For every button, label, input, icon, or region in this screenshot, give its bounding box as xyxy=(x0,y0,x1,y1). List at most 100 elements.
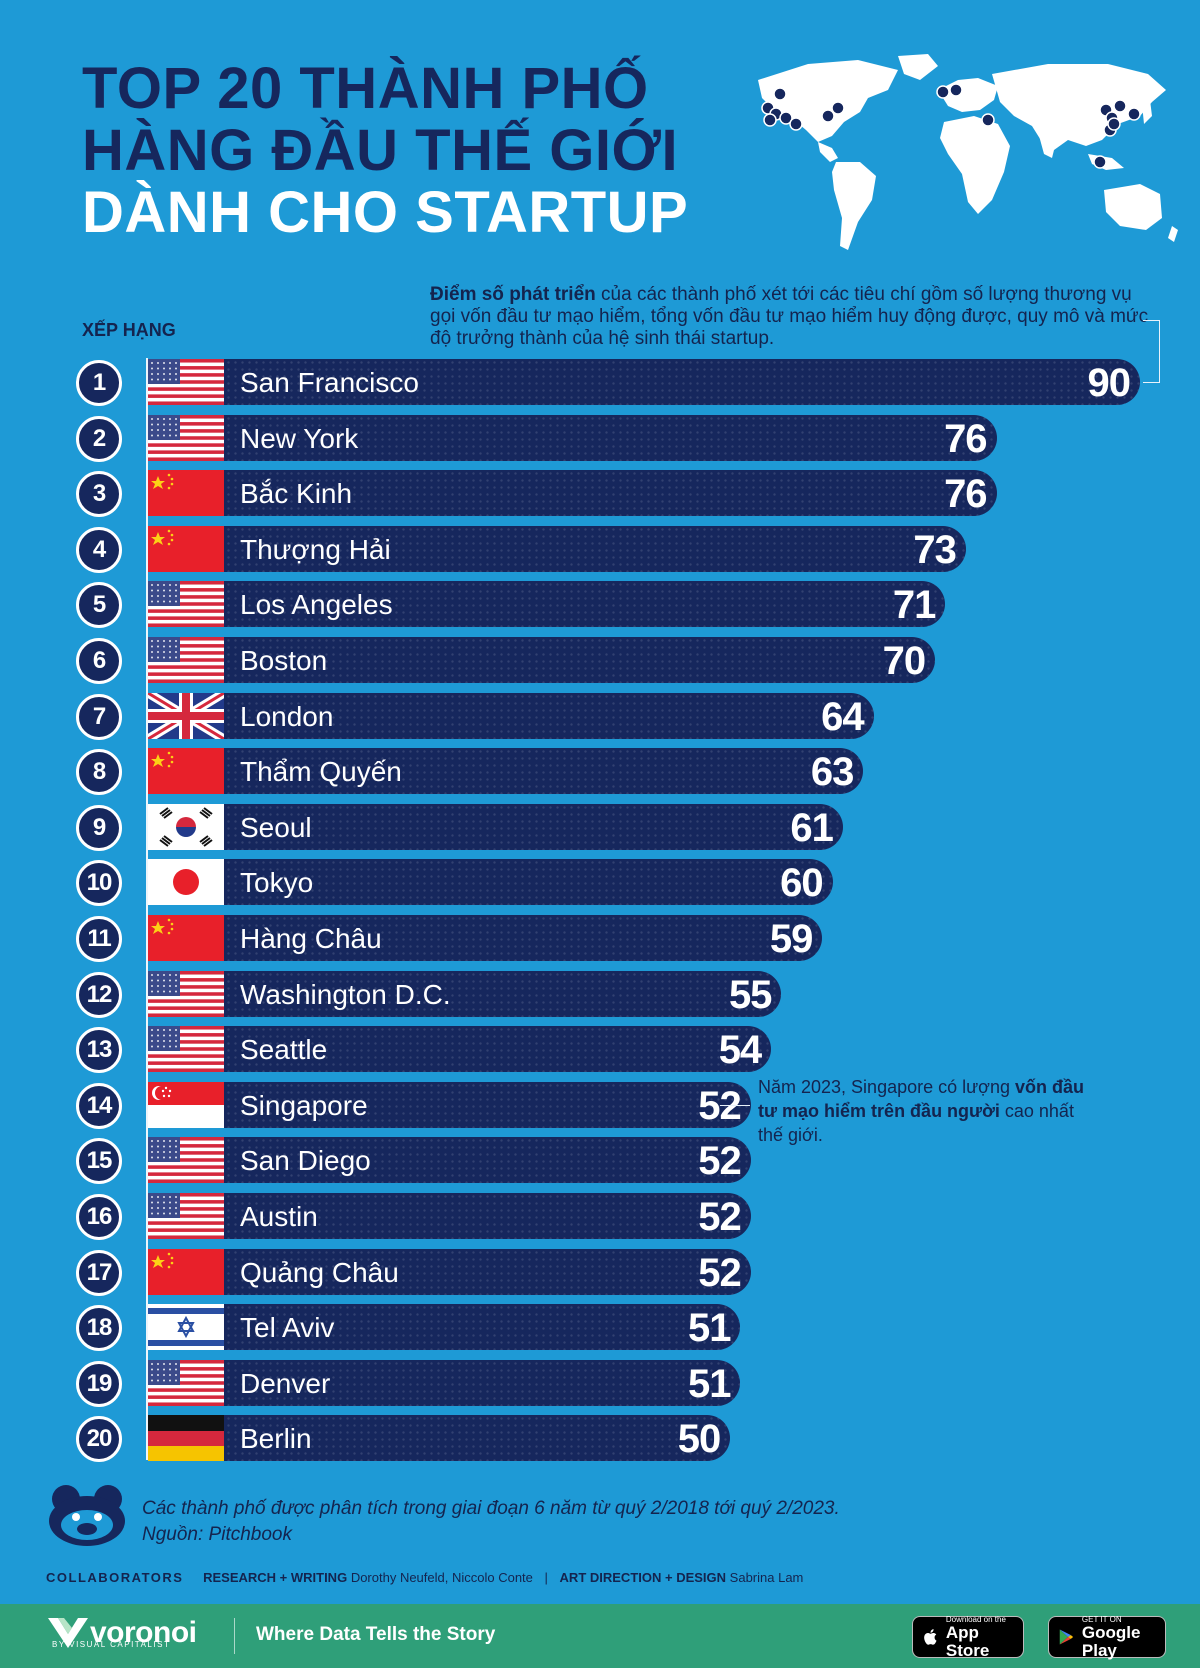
bar-row: Washington D.C. 55 12 xyxy=(0,970,1200,1018)
score-label: 90 xyxy=(1087,361,1132,405)
bar-row: New York 76 2 xyxy=(0,414,1200,462)
singapore-note: Năm 2023, Singapore có lượng vốn đầu tư … xyxy=(758,1075,1098,1147)
footnote-period: Các thành phố được phân tích trong giai … xyxy=(142,1498,840,1519)
city-label: New York xyxy=(240,422,359,454)
bar xyxy=(148,1081,751,1128)
flag-us-icon xyxy=(148,581,224,628)
flag-us-icon xyxy=(148,359,224,405)
score-label: 52 xyxy=(698,1195,742,1239)
bar xyxy=(148,803,843,850)
rank-heading: XẾP HẠNG xyxy=(82,320,176,340)
axis-line xyxy=(146,358,148,1460)
city-label: Los Angeles xyxy=(240,589,393,621)
flag-cn-icon xyxy=(148,1248,224,1295)
visual-capitalist-mascot-icon xyxy=(49,1485,125,1546)
city-label: Bắc Kinh xyxy=(240,478,353,510)
city-label: Hàng Châu xyxy=(240,923,382,954)
rank-badge: 12 xyxy=(76,971,122,1018)
flag-de-icon xyxy=(148,1415,224,1462)
rank-badge: 15 xyxy=(76,1138,122,1185)
title-line-3: DÀNH CHO STARTUP xyxy=(82,180,689,245)
bar xyxy=(148,1248,751,1295)
flag-kr-icon xyxy=(148,803,224,850)
rank-badge: 17 xyxy=(76,1249,122,1296)
description-connector xyxy=(1143,320,1160,383)
flag-us-icon xyxy=(148,1359,224,1406)
city-label: San Francisco xyxy=(240,367,419,398)
flag-us-icon xyxy=(148,1193,224,1239)
score-label: 51 xyxy=(687,1306,732,1351)
score-label: 51 xyxy=(687,1361,732,1406)
flag-us-icon xyxy=(148,1137,224,1184)
bar-row: San Francisco 90 1 xyxy=(0,359,1200,406)
bar-row: Berlin 50 20 xyxy=(0,1415,1200,1463)
bar xyxy=(148,970,782,1017)
flag-us-icon xyxy=(148,1026,224,1073)
world-map-icon xyxy=(758,54,1178,250)
singapore-note-connector xyxy=(720,1105,750,1106)
score-label: 59 xyxy=(769,917,814,961)
bar-row: Seattle 54 13 xyxy=(0,1026,1200,1074)
score-label: 70 xyxy=(882,639,927,683)
score-description-rest: của các thành phố xét tới các tiêu chí g… xyxy=(430,284,1149,349)
bar-row: Quảng Châu 52 17 xyxy=(0,1248,1200,1296)
score-label: 52 xyxy=(698,1139,742,1184)
bar-row: Denver 51 19 xyxy=(0,1359,1200,1407)
rank-badge: 16 xyxy=(76,1194,122,1240)
city-label: Berlin xyxy=(240,1423,312,1455)
score-label: 52 xyxy=(698,1083,742,1128)
rank-badge: 1 xyxy=(76,360,122,406)
score-label: 76 xyxy=(944,416,988,461)
bar xyxy=(148,1359,741,1406)
rank-badge: 6 xyxy=(76,638,122,684)
bar-row: Austin 52 16 xyxy=(0,1193,1200,1240)
flag-il-icon xyxy=(148,1304,224,1351)
score-label: 54 xyxy=(718,1028,763,1073)
bar-row: Tokyo 60 10 xyxy=(0,859,1200,907)
tagline: Where Data Tells the Story xyxy=(256,1624,496,1645)
google-play-icon xyxy=(1059,1629,1074,1645)
flag-cn-icon xyxy=(148,748,224,795)
research-label: RESEARCH + WRITING xyxy=(203,1570,348,1585)
bar-row: Singapore 52 14 xyxy=(0,1081,1200,1129)
bar xyxy=(148,470,997,517)
rank-badge: 5 xyxy=(76,582,122,629)
collaborators-separator: | xyxy=(544,1570,548,1585)
bar xyxy=(148,637,936,683)
rank-badge: 8 xyxy=(76,749,122,796)
score-label: 60 xyxy=(780,861,824,906)
bar-row: Seoul 61 9 xyxy=(0,803,1200,851)
score-label: 71 xyxy=(892,583,937,628)
flag-sg-icon xyxy=(148,1081,224,1128)
apple-icon xyxy=(924,1629,937,1645)
brand-name: voronoi xyxy=(90,1616,197,1649)
city-label: London xyxy=(240,700,334,732)
bar-row: Thượng Hải 73 4 xyxy=(0,525,1200,573)
rank-badge: 18 xyxy=(76,1305,122,1352)
google-play-big: Google Play xyxy=(1081,1622,1141,1660)
city-label: Washington D.C. xyxy=(240,978,451,1010)
bar-row: Hàng Châu 59 11 xyxy=(0,915,1200,962)
city-label: Thẩm Quyến xyxy=(240,756,402,788)
flag-cn-icon xyxy=(148,525,224,572)
voronoi-logo[interactable]: voronoi xyxy=(46,1616,197,1650)
rank-badge: 14 xyxy=(76,1082,122,1129)
bar xyxy=(148,859,833,906)
city-label: Denver xyxy=(240,1367,331,1399)
score-label: 55 xyxy=(728,972,773,1017)
city-label: Seattle xyxy=(240,1034,328,1066)
singapore-note-bold: vốn đầu tư mạo hiểm trên đầu người xyxy=(758,1077,1085,1121)
score-label: 73 xyxy=(913,527,957,572)
app-store-button[interactable]: Download on the App Store xyxy=(912,1615,1024,1659)
bar-row: Bắc Kinh 76 3 xyxy=(0,470,1200,518)
singapore-note-post: cao nhất thế giới. xyxy=(758,1101,1074,1145)
bar-row: Los Angeles 71 5 xyxy=(0,581,1200,629)
rank-badge: 4 xyxy=(76,526,122,573)
rank-badge: 19 xyxy=(76,1360,122,1407)
rank-badge: 2 xyxy=(76,415,122,462)
flag-us-icon xyxy=(148,970,224,1017)
bar xyxy=(148,1137,751,1184)
flag-cn-icon xyxy=(148,915,224,961)
flag-uk-icon xyxy=(148,692,224,739)
google-play-button[interactable]: GET IT ON Google Play xyxy=(1048,1615,1166,1660)
